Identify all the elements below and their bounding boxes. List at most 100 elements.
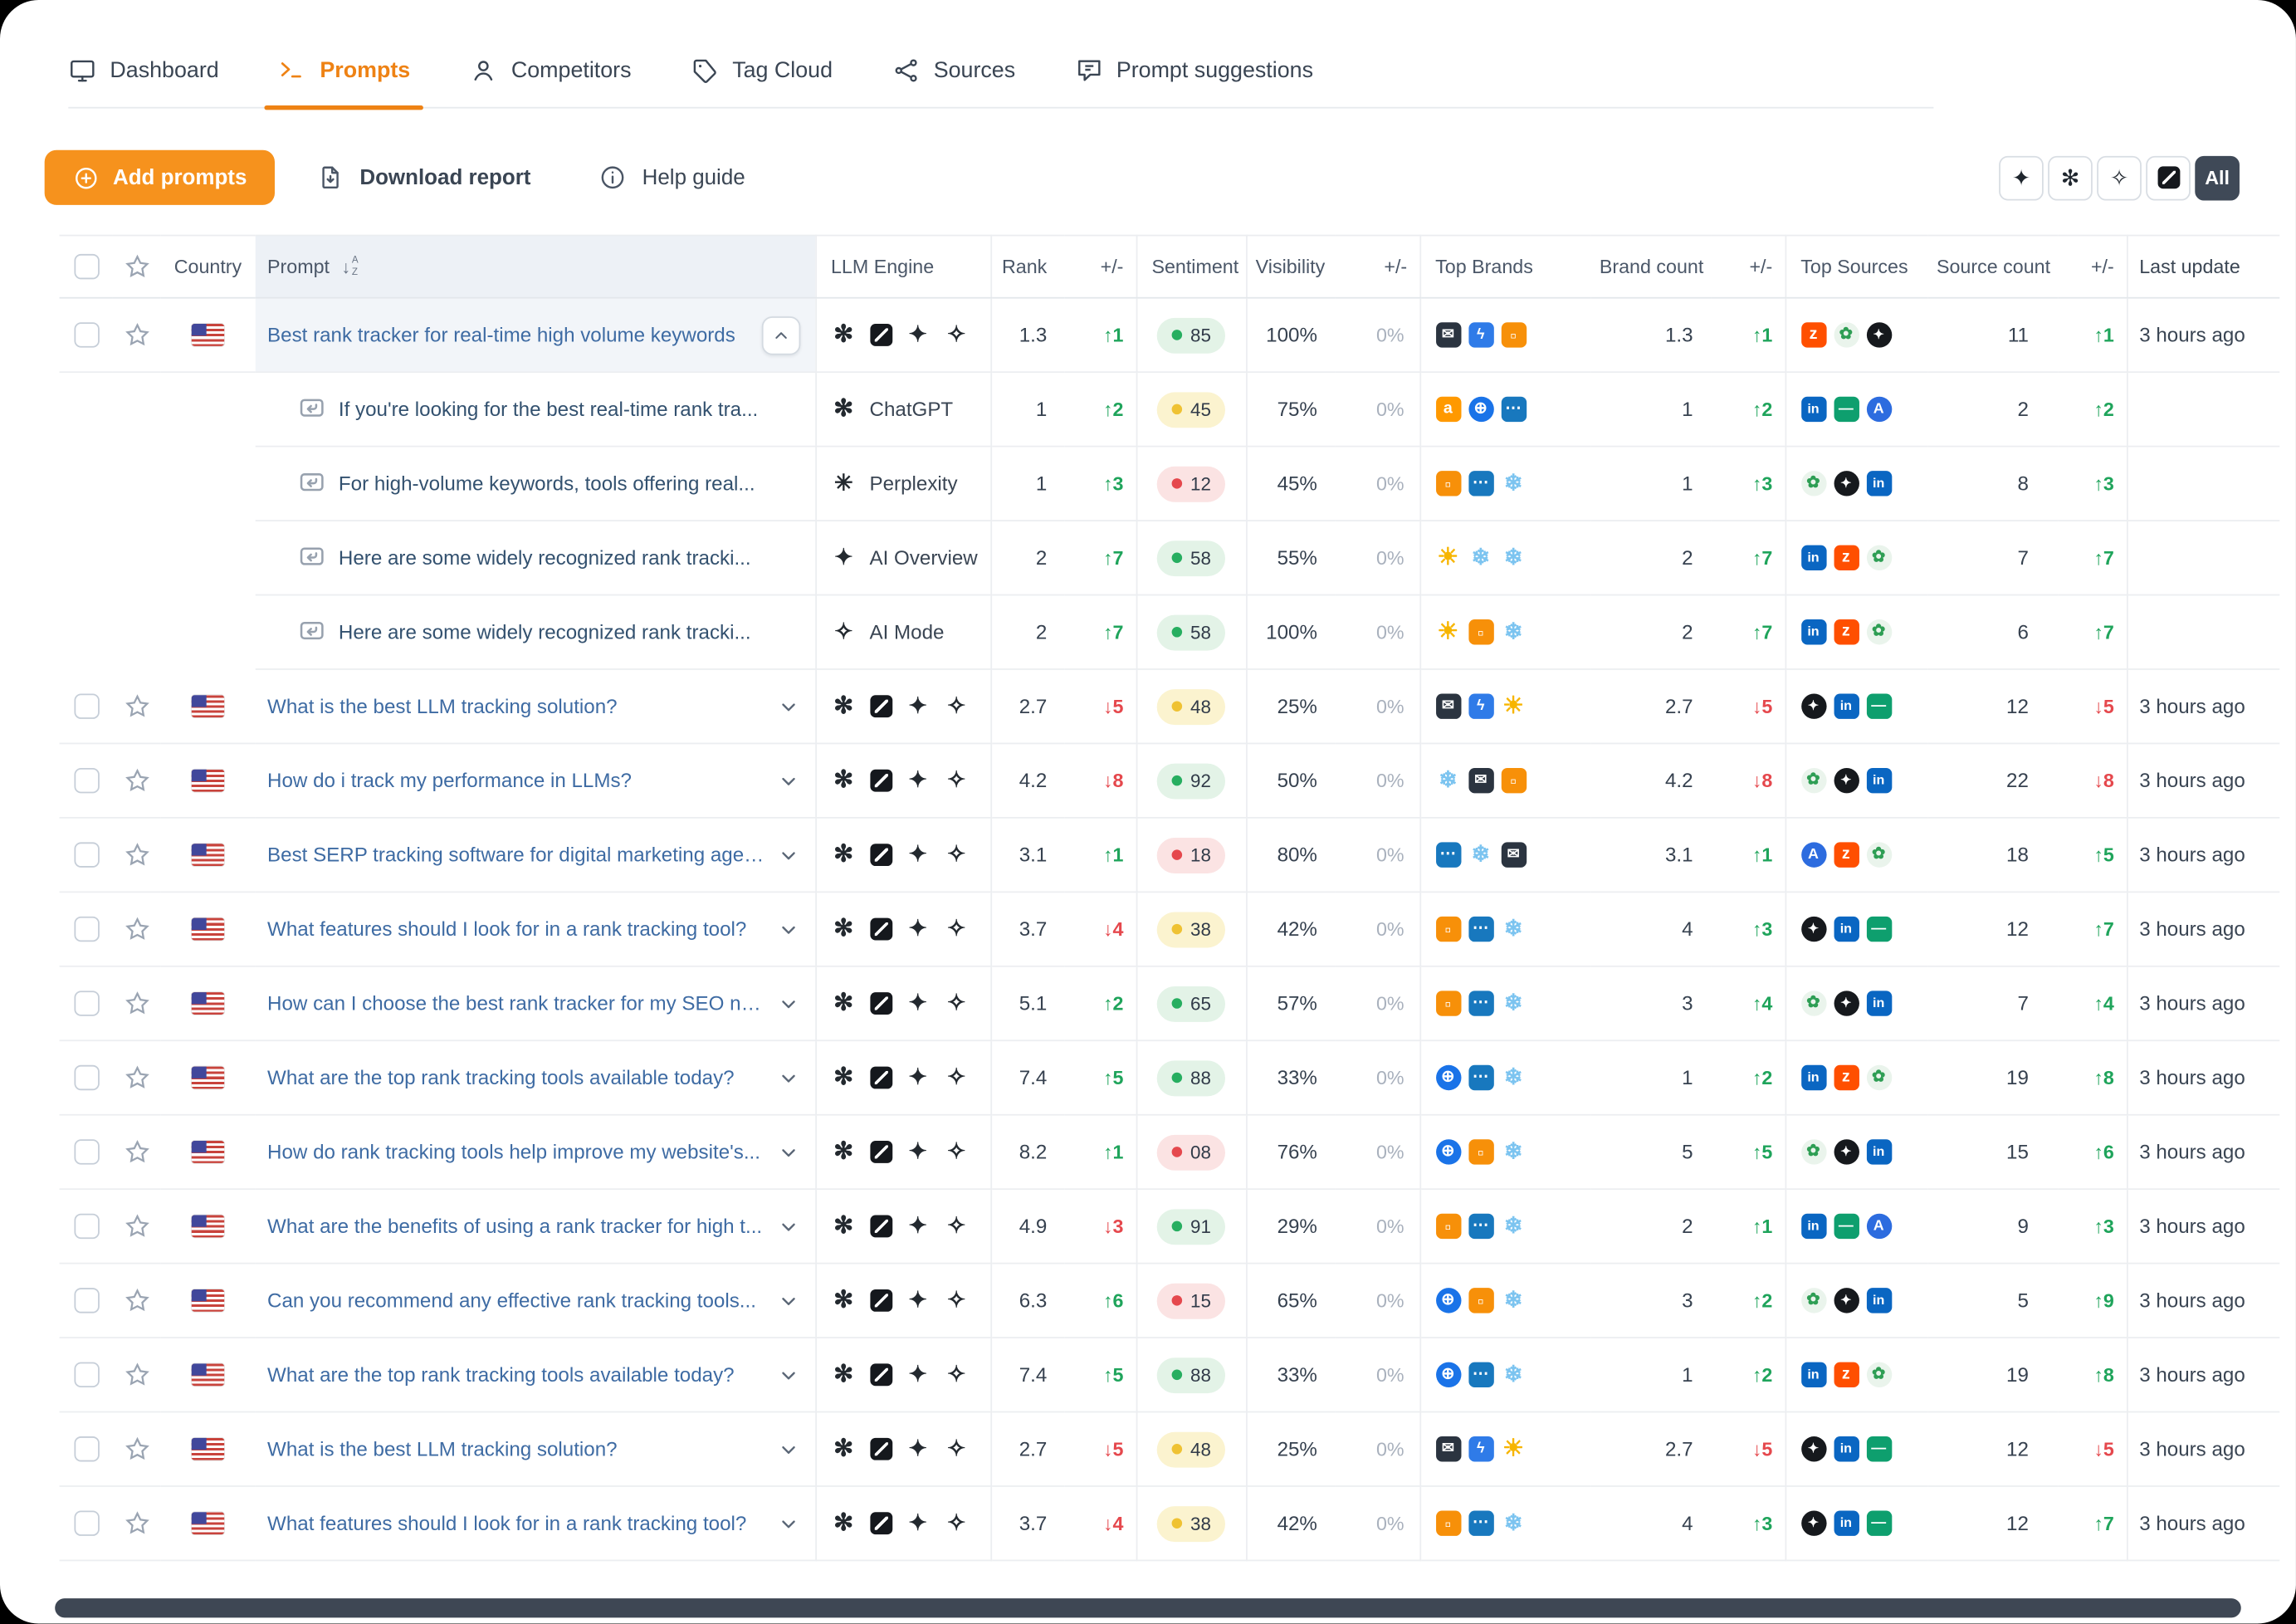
filter-chatgpt-button[interactable]: ✻ (2048, 155, 2093, 200)
tab-prompt-suggestions[interactable]: Prompt suggestions (1075, 56, 1313, 107)
expand-row-button[interactable] (776, 991, 800, 1015)
row-checkbox[interactable] (74, 1065, 99, 1090)
expand-row-button[interactable] (776, 1362, 800, 1387)
prompt-text[interactable]: What features should I look for in a ran… (267, 1512, 764, 1534)
expand-row-button[interactable] (776, 1437, 800, 1461)
prompt-row: What are the top rank tracking tools ava… (60, 1040, 2280, 1114)
help-guide-button[interactable]: Help guide (599, 164, 745, 192)
prompt-text[interactable]: What is the best LLM tracking solution? (267, 1438, 764, 1460)
prompt-cell: How do rank tracking tools help improve … (256, 1115, 815, 1189)
expand-row-button[interactable] (776, 1215, 800, 1239)
star-cell (113, 298, 160, 372)
tab-competitors[interactable]: Competitors (470, 56, 632, 107)
row-checkbox[interactable] (74, 1511, 99, 1536)
snowflake-icon: ❄ (1501, 545, 1526, 570)
filter-ai-mode-button[interactable]: ✧ (2097, 155, 2142, 200)
tab-dashboard[interactable]: Dashboard (68, 56, 218, 107)
filter-ai-overview-button[interactable]: ✦ (1999, 155, 2044, 200)
tab-tag-cloud[interactable]: Tag Cloud (691, 56, 833, 107)
rank-change: ↓5 (1103, 695, 1124, 717)
star-icon[interactable] (123, 1509, 151, 1538)
img-orange-icon: ▫ (1501, 768, 1526, 793)
star-icon[interactable] (123, 766, 151, 795)
tab-prompts[interactable]: Prompts (278, 56, 410, 107)
prompt-text[interactable]: Best SERP tracking software for digital … (267, 844, 764, 866)
row-checkbox[interactable] (74, 991, 99, 1015)
tab-sources[interactable]: Sources (892, 56, 1016, 107)
sort-az-icon[interactable]: ↓AZ (341, 256, 358, 277)
dots-blue-icon: ⋯ (1468, 1362, 1493, 1387)
prompt-text[interactable]: Best rank tracker for real-time high vol… (267, 324, 750, 346)
prompt-header[interactable]: Prompt ↓AZ (256, 236, 815, 298)
prompt-text[interactable]: How do rank tracking tools help improve … (267, 1141, 764, 1163)
us-flag-icon (192, 919, 224, 942)
row-checkbox[interactable] (74, 1288, 99, 1313)
star-icon[interactable] (123, 1286, 151, 1314)
star-cell (113, 1264, 160, 1338)
row-checkbox[interactable] (74, 1214, 99, 1239)
star-icon[interactable] (123, 1137, 151, 1166)
expand-row-button[interactable] (776, 1140, 800, 1164)
star-icon[interactable] (123, 990, 151, 1018)
row-checkbox[interactable] (74, 842, 99, 867)
star-icon[interactable] (123, 915, 151, 943)
star-icon[interactable] (123, 841, 151, 869)
row-checkbox[interactable] (74, 1362, 99, 1387)
prompt-text[interactable]: Here are some widely recognized rank tra… (339, 621, 800, 643)
row-checkbox[interactable] (74, 1436, 99, 1461)
prompt-text[interactable]: What are the benefits of using a rank tr… (267, 1215, 764, 1237)
prompt-text[interactable]: Here are some widely recognized rank tra… (339, 546, 800, 569)
prompt-text[interactable]: How can I choose the best rank tracker f… (267, 992, 764, 1015)
star-icon[interactable] (123, 1361, 151, 1389)
star-icon[interactable] (123, 1064, 151, 1092)
black-circle-icon: ✦ (1834, 1288, 1859, 1313)
top-brands-cell: ⊕▫❄ (1419, 1264, 1590, 1338)
row-checkbox[interactable] (74, 768, 99, 793)
sentiment-cell: 38 (1136, 892, 1246, 966)
row-checkbox[interactable] (74, 693, 99, 718)
prompt-row: What are the top rank tracking tools ava… (60, 1338, 2280, 1411)
select-all-checkbox[interactable] (74, 254, 99, 279)
expand-row-button[interactable] (776, 1066, 800, 1090)
sentiment-badge: 88 (1156, 1357, 1226, 1392)
row-checkbox[interactable] (74, 1139, 99, 1164)
expand-row-button[interactable] (776, 917, 800, 942)
horizontal-scrollbar[interactable] (55, 1598, 2241, 1617)
add-prompts-button[interactable]: Add prompts (45, 150, 276, 205)
download-report-button[interactable]: Download report (316, 164, 530, 192)
prompt-text[interactable]: Can you recommend any effective rank tra… (267, 1289, 764, 1312)
rank-value: 2.7 (990, 1412, 1064, 1486)
expand-row-button[interactable] (776, 769, 800, 793)
ai-overview-icon: ✦ (905, 917, 930, 942)
black-circle-icon: ✦ (1800, 694, 1825, 719)
star-icon[interactable] (123, 320, 151, 349)
brand-delta-cell: ↑5 (1711, 1115, 1785, 1189)
brand-delta-cell: ↑3 (1711, 892, 1785, 966)
prompt-text[interactable]: How do i track my performance in LLMs? (267, 770, 764, 792)
prompt-text[interactable]: If you're looking for the best real-time… (339, 398, 800, 420)
source-delta-cell: ↑5 (2059, 818, 2127, 892)
star-icon[interactable] (123, 1212, 151, 1240)
row-checkbox[interactable] (74, 322, 99, 347)
expand-row-button[interactable] (776, 1511, 800, 1535)
prompt-text[interactable]: What are the top rank tracking tools ava… (267, 1067, 764, 1089)
star-icon[interactable] (123, 692, 151, 720)
filter-all-button[interactable]: All (2195, 155, 2240, 200)
ai-mode-icon: ✧ (944, 1288, 969, 1313)
source-count-change: ↑8 (2093, 1067, 2114, 1089)
expand-row-button[interactable] (776, 1289, 800, 1313)
expand-row-button[interactable] (776, 694, 800, 718)
prompt-text[interactable]: What are the top rank tracking tools ava… (267, 1363, 764, 1386)
star-icon[interactable] (123, 1435, 151, 1463)
prompt-row: Best SERP tracking software for digital … (60, 818, 2280, 892)
prompt-text[interactable]: What is the best LLM tracking solution? (267, 695, 764, 717)
prompt-text[interactable]: What features should I look for in a ran… (267, 918, 764, 941)
prompt-text[interactable]: For high-volume keywords, tools offering… (339, 472, 800, 495)
ai-overview-icon: ✦ (905, 991, 930, 1015)
filter-grok-button[interactable] (2146, 155, 2191, 200)
brand-count-header: Brand count (1590, 236, 1711, 298)
row-checkbox[interactable] (74, 917, 99, 942)
checkbox-cell (60, 743, 113, 817)
expand-row-button[interactable] (776, 843, 800, 867)
collapse-row-button[interactable] (761, 316, 800, 355)
